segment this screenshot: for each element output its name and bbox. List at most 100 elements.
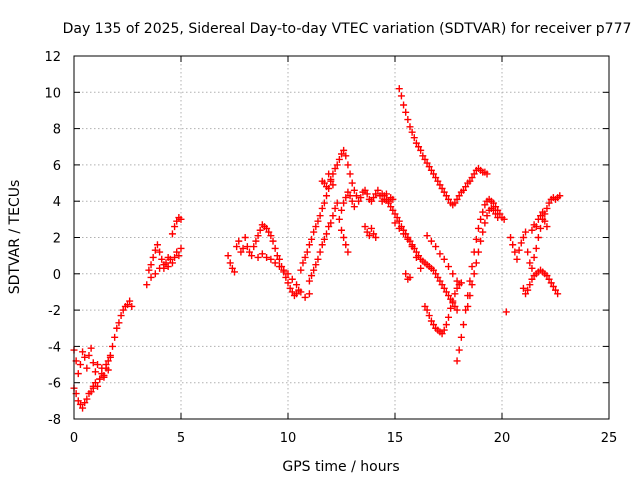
data-point-marker <box>282 273 290 281</box>
data-point-marker <box>325 170 333 178</box>
data-point-marker <box>316 212 324 220</box>
data-point-marker <box>370 194 378 202</box>
data-point-marker <box>427 166 435 174</box>
data-point-marker <box>519 284 527 292</box>
data-point-marker <box>314 255 322 263</box>
data-point-marker <box>293 290 301 298</box>
data-point-marker <box>81 353 89 361</box>
data-point-marker <box>308 272 316 280</box>
data-point-marker <box>423 232 431 240</box>
data-point-marker <box>474 224 482 232</box>
data-point-marker <box>98 370 106 378</box>
data-point-marker <box>545 199 553 207</box>
data-point-marker <box>310 266 318 274</box>
data-point-marker <box>474 248 482 256</box>
data-point-marker <box>459 321 467 329</box>
data-point-marker <box>280 266 288 274</box>
data-markers <box>70 85 564 412</box>
data-point-marker <box>430 170 438 178</box>
data-point-marker <box>128 302 136 310</box>
data-point-marker <box>297 288 305 296</box>
data-point-marker <box>74 370 82 378</box>
data-point-marker <box>374 186 382 194</box>
data-point-marker <box>445 313 452 321</box>
data-point-marker <box>284 279 292 287</box>
data-point-marker <box>404 116 412 124</box>
data-point-marker <box>323 192 331 200</box>
data-point-marker <box>305 290 313 298</box>
data-point-marker <box>455 346 463 354</box>
data-point-marker <box>427 237 435 245</box>
y-tick-label: 8 <box>53 123 61 138</box>
data-point-marker <box>483 212 491 220</box>
data-point-marker <box>344 248 352 256</box>
data-point-marker <box>395 217 403 225</box>
data-point-marker <box>327 175 335 183</box>
data-point-marker <box>173 217 181 225</box>
data-point-marker <box>537 224 545 232</box>
data-point-marker <box>361 223 369 231</box>
data-point-marker <box>492 210 500 218</box>
data-point-marker <box>164 263 172 271</box>
data-point-marker <box>156 248 164 256</box>
data-point-marker <box>489 206 497 214</box>
data-point-marker <box>342 241 350 249</box>
data-point-marker <box>94 361 102 369</box>
x-tick-label: 10 <box>280 431 297 446</box>
data-point-marker <box>438 281 446 289</box>
data-point-marker <box>466 292 474 300</box>
data-point-marker <box>397 92 405 100</box>
data-point-marker <box>442 192 450 200</box>
data-point-marker <box>239 244 247 252</box>
data-point-marker <box>271 244 279 252</box>
data-point-marker <box>451 199 459 207</box>
data-point-marker <box>528 226 536 234</box>
data-point-marker <box>248 252 256 260</box>
data-point-marker <box>320 199 328 207</box>
data-point-marker <box>372 190 380 198</box>
y-tick-label: -8 <box>48 413 61 428</box>
data-point-marker <box>530 221 538 229</box>
data-point-marker <box>346 192 354 200</box>
data-point-marker <box>543 272 551 280</box>
data-point-marker <box>438 184 446 192</box>
data-point-marker <box>333 161 341 169</box>
data-point-marker <box>106 351 114 359</box>
data-point-marker <box>395 224 403 232</box>
data-point-marker <box>329 212 337 220</box>
data-point-marker <box>526 259 534 267</box>
data-point-marker <box>100 373 108 381</box>
data-point-marker <box>325 223 333 231</box>
data-point-marker <box>117 312 125 320</box>
data-point-marker <box>464 302 472 310</box>
data-point-marker <box>445 263 452 271</box>
data-point-marker <box>462 306 470 314</box>
data-point-marker <box>440 284 448 292</box>
y-tick-label: 4 <box>53 195 61 210</box>
data-point-marker <box>74 397 82 405</box>
data-point-marker <box>434 177 442 185</box>
data-point-marker <box>382 195 390 203</box>
data-point-marker <box>293 281 301 289</box>
data-point-marker <box>318 177 326 185</box>
data-point-marker <box>175 252 183 260</box>
data-point-marker <box>417 146 425 154</box>
data-point-marker <box>436 250 444 258</box>
data-point-marker <box>500 215 508 223</box>
data-point-marker <box>76 361 84 369</box>
data-point-marker <box>432 243 440 251</box>
data-point-marker <box>365 232 373 240</box>
data-point-marker <box>412 139 420 147</box>
data-point-marker <box>338 226 345 234</box>
data-point-marker <box>481 201 489 209</box>
data-point-marker <box>408 128 416 136</box>
data-point-marker <box>361 186 369 194</box>
data-point-marker <box>391 219 399 227</box>
data-point-marker <box>449 297 457 305</box>
data-point-marker <box>342 152 350 160</box>
data-point-marker <box>440 188 448 196</box>
data-point-marker <box>502 308 510 316</box>
data-point-marker <box>532 244 540 252</box>
data-point-marker <box>445 195 452 203</box>
data-point-marker <box>528 275 536 283</box>
